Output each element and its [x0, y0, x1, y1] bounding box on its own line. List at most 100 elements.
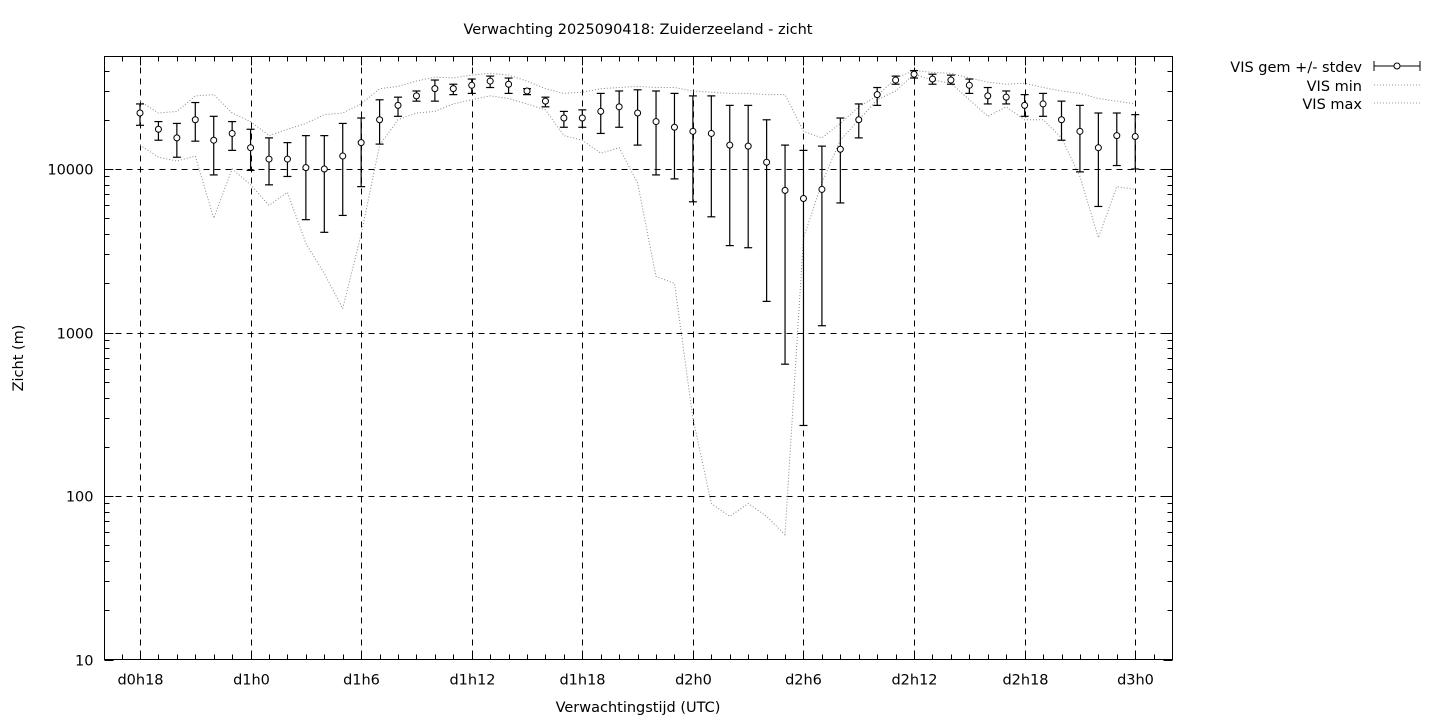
mean-marker [1131, 133, 1139, 141]
y-tick-label: 10 [75, 654, 93, 670]
data-point [523, 87, 532, 96]
plot-frame [104, 56, 1173, 660]
data-point [652, 90, 661, 176]
mean-marker [560, 114, 568, 122]
mean-marker [928, 75, 936, 83]
mean-marker [799, 195, 807, 203]
grid [104, 56, 1173, 660]
mean-marker [154, 125, 162, 133]
vis-min-line [139, 73, 1136, 536]
data-point [688, 95, 697, 203]
data-point [744, 104, 753, 249]
mean-marker [597, 107, 605, 115]
x-tick-label: d1h18 [559, 673, 605, 689]
data-point [338, 122, 347, 217]
mean-marker [1113, 132, 1121, 140]
data-point [1131, 114, 1140, 170]
mean-marker [670, 123, 678, 131]
data-point [596, 92, 605, 135]
chart-title: Verwachting 2025090418: Zuiderzeeland - … [464, 22, 813, 38]
series [136, 69, 1140, 536]
mean-marker [1039, 100, 1047, 108]
mean-marker [247, 144, 255, 152]
data-point [1075, 104, 1084, 173]
data-point [375, 99, 384, 145]
x-tick-label: d1h6 [343, 673, 380, 689]
vis-max-line [139, 70, 1136, 139]
data-point [559, 110, 568, 128]
mean-marker [634, 109, 642, 117]
x-axis-label: Verwachtingstijd (UTC) [556, 700, 721, 716]
data-point [781, 144, 790, 365]
mean-marker [265, 155, 273, 163]
mean-marker [689, 127, 697, 135]
mean-marker [744, 142, 752, 150]
data-point [633, 89, 642, 146]
legend-label-mean: VIS gem +/- stdev [1230, 60, 1362, 76]
data-point [983, 86, 992, 105]
data-point [449, 83, 458, 96]
mean-marker [652, 118, 660, 126]
mean-marker [394, 101, 402, 109]
y-axis-label: Zicht (m) [11, 325, 27, 392]
x-tick-label: d0h18 [117, 673, 163, 689]
data-point [670, 92, 679, 180]
data-point [799, 149, 808, 427]
mean-marker [173, 134, 181, 142]
mean-marker [1002, 93, 1010, 101]
mean-marker [541, 97, 549, 105]
mean-marker [320, 165, 328, 173]
mean-marker [449, 85, 457, 93]
axes: 10 100 1000 10000 d0h18 d1h0 d1h6 d1h12 d1h18 d2h… [47, 56, 1173, 689]
mean-marker [818, 185, 826, 193]
mean-marker [965, 81, 973, 89]
mean-marker [707, 129, 715, 137]
y-tick-label: 10000 [47, 163, 93, 179]
legend-swatch-mean [1373, 61, 1421, 71]
data-point [301, 135, 310, 221]
data-point [467, 78, 476, 94]
data-point [707, 95, 716, 218]
data-point [1112, 112, 1121, 167]
data-point [946, 74, 955, 85]
data-point [965, 78, 974, 94]
mean-marker [763, 158, 771, 166]
data-point [910, 69, 919, 79]
legend-label-min: VIS min [1307, 79, 1362, 95]
data-point [836, 117, 845, 204]
x-tick-label: d1h12 [449, 673, 495, 689]
data-point [283, 142, 292, 178]
mean-marker [210, 136, 218, 144]
mean-marker [505, 80, 513, 88]
data-point [357, 117, 366, 188]
mean-marker [486, 77, 494, 85]
data-point [725, 104, 734, 247]
mean-marker [412, 92, 420, 100]
x-tick-label: d2h18 [1002, 673, 1048, 689]
mean-marker [855, 116, 863, 124]
mean-marker [836, 145, 844, 153]
data-point [394, 96, 403, 117]
data-point [817, 145, 826, 327]
data-point [615, 90, 624, 128]
mean-marker [283, 155, 291, 163]
data-point [891, 75, 900, 85]
data-point [1039, 92, 1048, 117]
mean-marker [302, 164, 310, 172]
mean-marker [1021, 101, 1029, 109]
mean-marker [984, 92, 992, 100]
data-point [191, 101, 200, 142]
mean-marker [1076, 127, 1084, 135]
mean-marker [376, 116, 384, 124]
mean-marker [136, 109, 144, 117]
mean-marker [947, 76, 955, 84]
data-point [320, 135, 329, 233]
mean-marker [228, 129, 236, 137]
mean-marker [339, 152, 347, 160]
mean-marker [191, 116, 199, 124]
x-tick-label: d2h0 [675, 673, 712, 689]
data-point [1057, 100, 1066, 141]
data-point [578, 109, 587, 128]
mean-marker [873, 91, 881, 99]
data-point [154, 120, 163, 141]
